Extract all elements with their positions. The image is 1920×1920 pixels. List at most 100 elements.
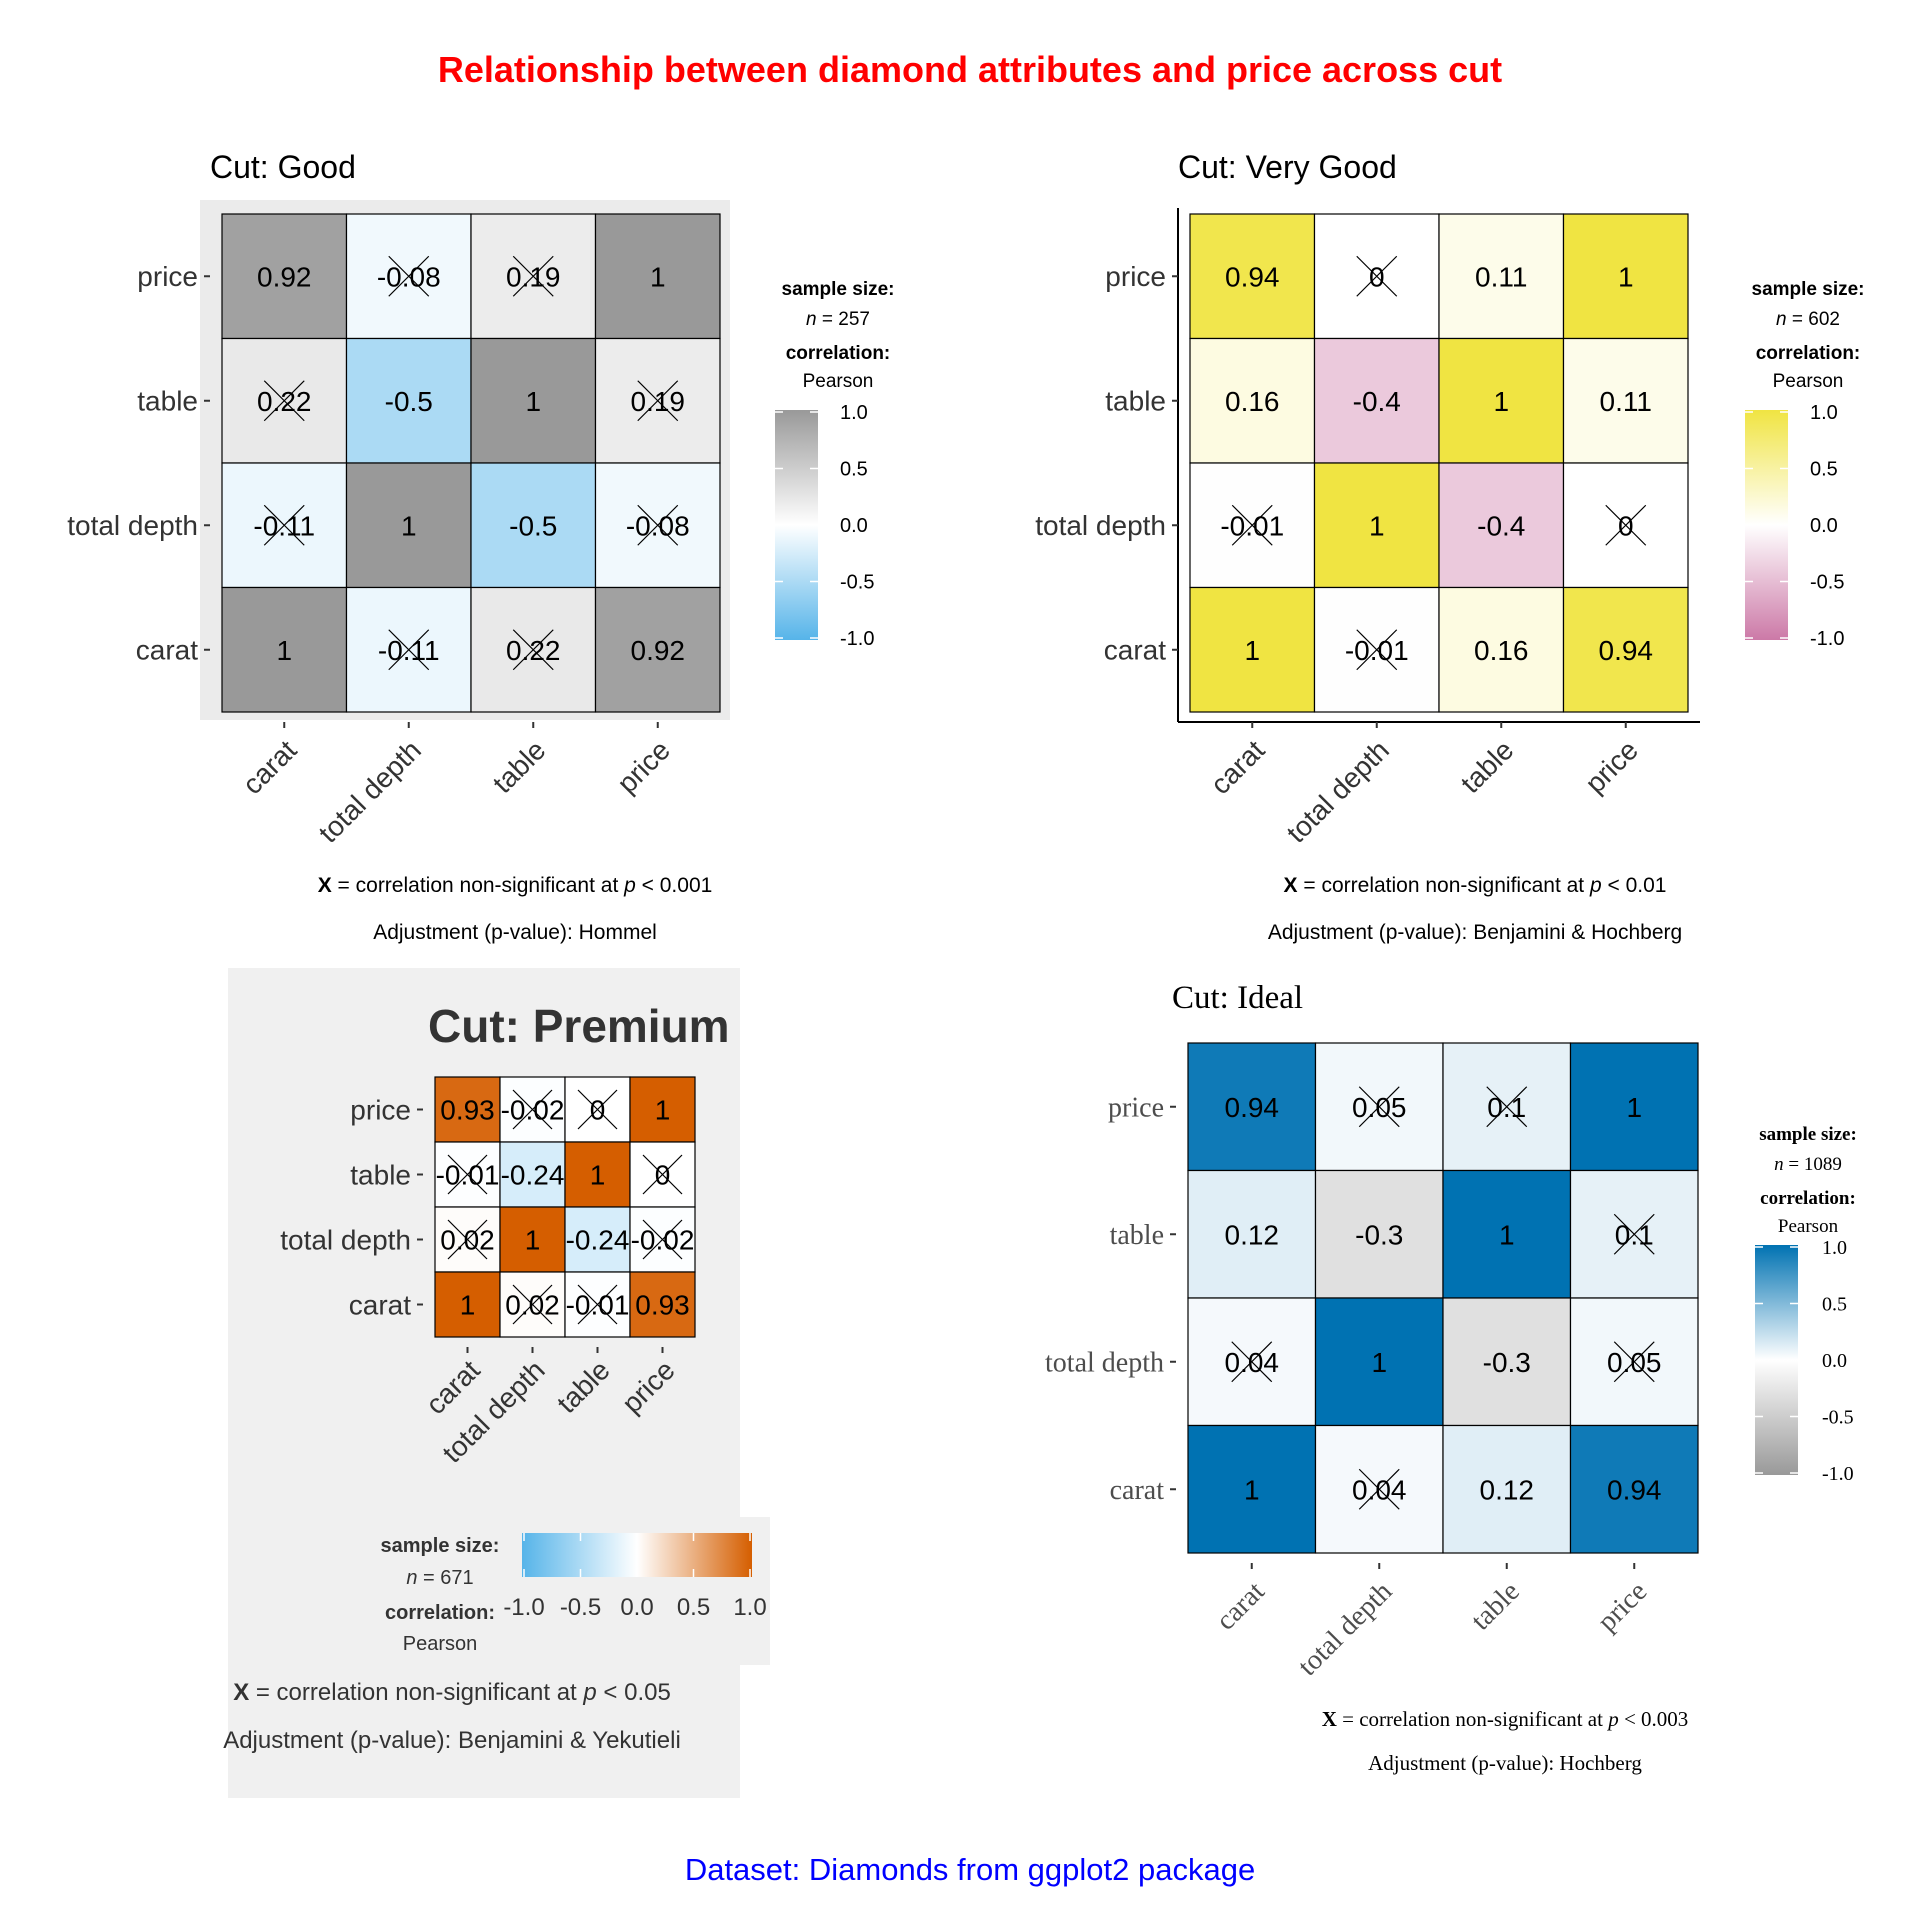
heatmap-cell xyxy=(594,586,721,713)
legend-tick-label: 0.5 xyxy=(677,1594,710,1621)
caption-p-symbol: p xyxy=(623,874,636,897)
caption-x-symbol: X xyxy=(1322,1707,1337,1731)
cell-value: 0.11 xyxy=(1475,261,1527,292)
nonsignificant-cross-mark xyxy=(1486,1086,1528,1128)
legend-tick-label: 0.0 xyxy=(840,515,868,537)
legend-correlation-label: correlation: xyxy=(1756,343,1861,364)
cell-value: 1 xyxy=(460,1290,476,1321)
caption-p-symbol: p xyxy=(1589,874,1602,897)
cell-value: 0.94 xyxy=(1607,1474,1662,1505)
legend-correlation-label: correlation: xyxy=(786,343,891,364)
legend-tick-label: 0.5 xyxy=(1822,1294,1847,1316)
panel-0: Cut: Good0.92-0.080.1910.22-0.510.19-0.1… xyxy=(67,149,894,944)
caption-threshold: < 0.01 xyxy=(1602,874,1667,897)
panel-title: Cut: Premium xyxy=(428,1000,730,1052)
cell-value: 1 xyxy=(525,386,541,417)
legend-sample-size-value: n = 671 xyxy=(406,1567,473,1589)
nonsignificant-cross-mark xyxy=(512,629,554,671)
nonsignificant-cross-mark xyxy=(388,255,430,297)
heatmap-cell xyxy=(1569,1042,1699,1172)
legend-tick-label: -0.5 xyxy=(560,1594,601,1621)
y-tick-label: carat xyxy=(349,1289,411,1320)
heatmap-cell xyxy=(1562,586,1689,713)
cell-value: 1 xyxy=(1499,1219,1515,1250)
heatmap-cell xyxy=(1314,1169,1444,1299)
heatmap-cell xyxy=(1438,337,1565,464)
cell-value: 1 xyxy=(1626,1092,1642,1123)
panels: Cut: Good0.92-0.080.1910.22-0.510.19-0.1… xyxy=(67,149,1865,1798)
cell-value: 1 xyxy=(655,1095,671,1126)
heatmap-cell xyxy=(434,1271,501,1338)
cell-value: -0.24 xyxy=(566,1225,630,1256)
heatmap-cell xyxy=(629,1076,696,1143)
panel-1: Cut: Very Good0.9400.1110.16-0.410.11-0.… xyxy=(1035,149,1864,944)
heatmap-cell xyxy=(1569,1424,1699,1554)
heatmap-cell xyxy=(1314,1297,1444,1427)
caption-x-symbol: X xyxy=(1284,874,1298,897)
cell-value: -0.4 xyxy=(1353,386,1401,417)
significance-caption: X = correlation non-significant at p < 0… xyxy=(233,1679,671,1706)
legend-sample-size-value: n = 1089 xyxy=(1774,1154,1842,1175)
nonsignificant-cross-mark xyxy=(263,504,305,546)
legend-tick-label: -1.0 xyxy=(503,1594,544,1621)
nonsignificant-cross-mark xyxy=(637,380,679,422)
cell-value: 1 xyxy=(1493,386,1509,417)
cell-value: 0.92 xyxy=(631,635,686,666)
cell-value: -0.3 xyxy=(1483,1347,1531,1378)
adjustment-caption: Adjustment (p-value): Hommel xyxy=(373,921,657,944)
legend-tick-label: -1.0 xyxy=(840,628,874,650)
caption-text: = correlation non-significant at xyxy=(1337,1707,1608,1731)
cell-value: -0.5 xyxy=(385,386,433,417)
legend-tick-label: 0.5 xyxy=(1810,459,1838,481)
legend-tick-label: -0.5 xyxy=(1822,1407,1854,1429)
cell-value: 0.16 xyxy=(1474,635,1529,666)
caption-p-symbol: p xyxy=(582,1679,596,1706)
y-tick-label: table xyxy=(1110,1220,1164,1251)
heatmap-cell xyxy=(564,1206,631,1273)
cell-value: -0.5 xyxy=(509,510,557,541)
cell-value: 1 xyxy=(276,635,292,666)
significance-caption: X = correlation non-significant at p < 0… xyxy=(1284,874,1667,897)
nonsignificant-cross-mark xyxy=(1605,504,1647,546)
nonsignificant-cross-mark xyxy=(642,1154,683,1195)
heatmap-cell xyxy=(470,337,597,464)
legend-n-symbol: n xyxy=(806,309,817,330)
caption-threshold: < 0.001 xyxy=(636,874,712,897)
heatmap-cell xyxy=(1187,1424,1317,1554)
cell-value: 1 xyxy=(1371,1347,1387,1378)
cell-value: 0.94 xyxy=(1225,1092,1280,1123)
y-tick-label: price xyxy=(350,1094,411,1125)
legend-method: Pearson xyxy=(1773,371,1844,392)
heatmap-cell xyxy=(1313,337,1440,464)
nonsignificant-cross-mark xyxy=(512,1284,553,1325)
cell-value: 0.93 xyxy=(635,1290,690,1321)
cell-value: 0.94 xyxy=(1225,261,1280,292)
nonsignificant-cross-mark xyxy=(1356,629,1398,671)
y-tick-label: total depth xyxy=(280,1224,411,1255)
cell-value: 1 xyxy=(650,261,666,292)
legend-correlation-label: correlation: xyxy=(385,1602,495,1624)
heatmap-cell xyxy=(1438,586,1565,713)
caption-threshold: < 0.003 xyxy=(1619,1707,1689,1731)
legend-tick-label: 0.0 xyxy=(620,1594,653,1621)
caption-p-symbol: p xyxy=(1606,1707,1619,1731)
panel-title: Cut: Good xyxy=(210,149,356,185)
legend-tick-label: 1.0 xyxy=(1810,402,1838,424)
y-tick-label: price xyxy=(1108,1093,1164,1124)
heatmap-cell xyxy=(1442,1297,1572,1427)
heatmap-cell xyxy=(499,1206,566,1273)
cell-value: 1 xyxy=(401,510,417,541)
adjustment-caption: Adjustment (p-value): Benjamini & Hochbe… xyxy=(1268,921,1682,944)
nonsignificant-cross-mark xyxy=(577,1284,618,1325)
caption-text: = correlation non-significant at xyxy=(332,874,624,897)
heatmap-cell xyxy=(1442,1169,1572,1299)
cell-value: 1 xyxy=(525,1225,541,1256)
heatmap-cell xyxy=(345,337,472,464)
cell-value: 0.93 xyxy=(440,1095,495,1126)
legend-tick-label: 1.0 xyxy=(733,1594,766,1621)
legend-correlation-label: correlation: xyxy=(1760,1188,1856,1209)
nonsignificant-cross-mark xyxy=(1358,1086,1400,1128)
legend-tick-label: 1.0 xyxy=(1822,1237,1847,1259)
heatmap-cell xyxy=(345,462,472,589)
y-tick-label: price xyxy=(137,261,198,292)
